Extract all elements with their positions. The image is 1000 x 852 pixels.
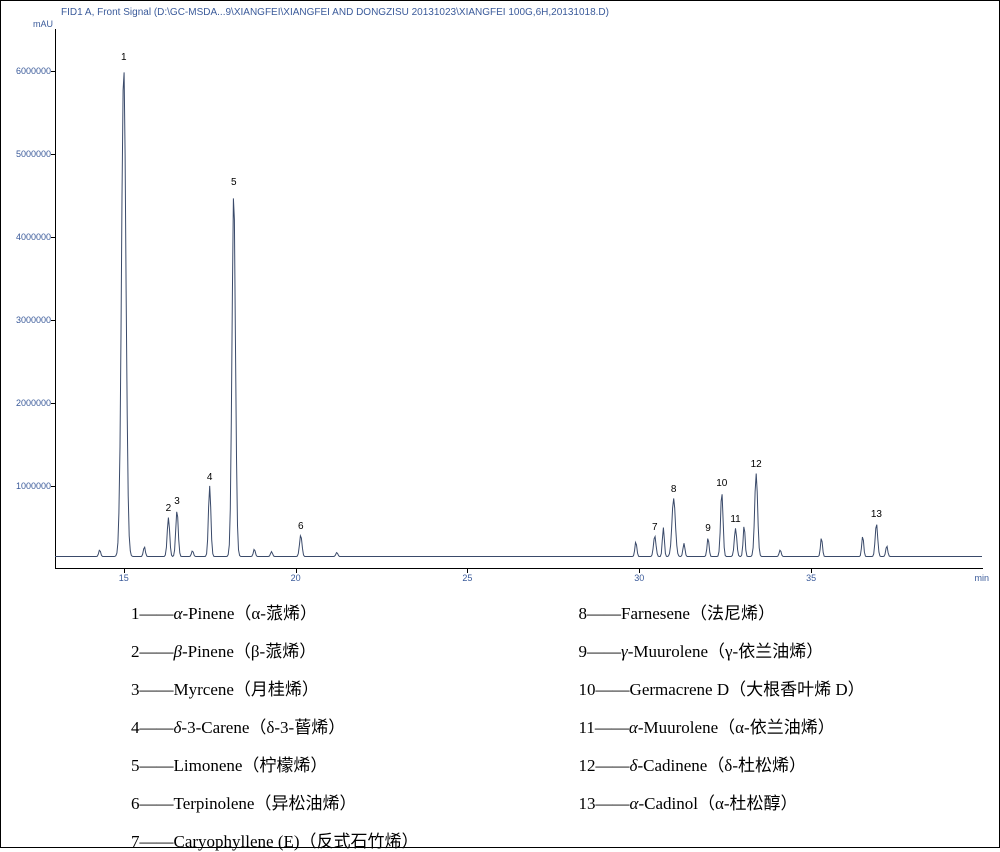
x-tick-label: 25 — [462, 573, 472, 583]
figure-container: FID1 A, Front Signal (D:\GC-MSDA...9\XIA… — [0, 0, 1000, 848]
x-tick-label: 15 — [119, 573, 129, 583]
x-tick-label: 20 — [291, 573, 301, 583]
legend-cn: （δ-3-蒈烯） — [249, 718, 345, 737]
legend-item: 13——α-Cadinol（α-杜松醇） — [579, 789, 865, 814]
legend-num: 8—— — [579, 604, 622, 623]
legend-item: 2——β-Pinene（β-蒎烯） — [131, 637, 419, 662]
legend-name: Germacrene D — [630, 680, 730, 699]
legend-num: 1—— — [131, 604, 174, 623]
legend-num: 13—— — [579, 794, 630, 813]
legend-num: 2—— — [131, 642, 174, 661]
legend-item: 7——Caryophyllene (E)（反式石竹烯） — [131, 827, 419, 852]
legend-prefix: β — [174, 642, 182, 661]
peak-label: 3 — [174, 496, 180, 507]
legend-cn: （γ-依兰油烯） — [708, 642, 823, 661]
x-tick-mark — [124, 569, 125, 573]
legend-cn: （β-蒎烯） — [234, 642, 316, 661]
legend-cn: （反式石竹烯） — [300, 832, 419, 851]
legend-num: 11—— — [579, 718, 629, 737]
legend-num: 10—— — [579, 680, 630, 699]
legend-name: -Pinene — [182, 604, 234, 623]
legend-cn: （α-蒎烯） — [234, 604, 317, 623]
y-tick-label: 2000000 — [16, 398, 51, 408]
peak-label: 13 — [871, 509, 882, 520]
legend-left-column: 1——α-Pinene（α-蒎烯） 2——β-Pinene（β-蒎烯） 3——Myr… — [131, 599, 419, 852]
peak-label: 1 — [121, 52, 127, 63]
legend-item: 9——γ-Muurolene（γ-依兰油烯） — [579, 637, 865, 662]
legend-cn: （柠檬烯） — [242, 756, 327, 775]
legend-name: -3-Carene — [181, 718, 249, 737]
y-tick-label: 4000000 — [16, 232, 51, 242]
legend-name: Terpinolene — [174, 794, 255, 813]
legend-name: -Pinene — [182, 642, 234, 661]
y-tick-mark — [51, 403, 55, 404]
peak-label: 5 — [231, 177, 237, 188]
y-tick-label: 1000000 — [16, 481, 51, 491]
legend-num: 5—— — [131, 756, 174, 775]
legend-right-column: 8——Farnesene（法尼烯）9——γ-Muurolene（γ-依兰油烯）1… — [579, 599, 865, 852]
y-tick-label: 6000000 — [16, 66, 51, 76]
peak-label: 12 — [751, 459, 762, 470]
peak-label: 8 — [671, 484, 677, 495]
peak-label: 7 — [652, 522, 658, 533]
legend-name: -Muurolene — [628, 642, 708, 661]
y-axis-label: mAU — [33, 19, 53, 29]
legend-name: -Cadinol — [638, 794, 698, 813]
compound-legend: 1——α-Pinene（α-蒎烯）2——β-Pinene（β-蒎烯）3——Myr… — [131, 599, 959, 852]
legend-name: Limonene — [174, 756, 243, 775]
y-tick-mark — [51, 486, 55, 487]
legend-cn: （法尼烯） — [690, 604, 775, 623]
x-tick-mark — [467, 569, 468, 573]
x-tick-label: 35 — [806, 573, 816, 583]
legend-num: 9—— — [579, 642, 622, 661]
legend-prefix: γ — [621, 642, 628, 661]
y-tick-mark — [51, 237, 55, 238]
legend-num: 6—— — [131, 794, 174, 813]
legend-item: 11——α-Muurolene（α-依兰油烯） — [579, 713, 865, 738]
legend-cn: （异松油烯） — [254, 794, 356, 813]
peak-label: 2 — [166, 503, 172, 514]
y-tick-label: 3000000 — [16, 315, 51, 325]
legend-cn: （月桂烯） — [234, 680, 319, 699]
legend-cn: （α-杜松醇） — [698, 794, 798, 813]
legend-cn: （大根香叶烯 D） — [729, 680, 865, 699]
y-tick-mark — [51, 320, 55, 321]
x-tick-label: 30 — [634, 573, 644, 583]
legend-name: Farnesene — [621, 604, 690, 623]
y-tick-mark — [51, 154, 55, 155]
peak-label: 9 — [705, 523, 711, 534]
chromatogram-trace — [55, 29, 983, 569]
legend-name: Caryophyllene (E) — [174, 832, 300, 851]
legend-item: 6——Terpinolene（异松油烯） — [131, 789, 419, 814]
chromatogram-plot: min 100000020000003000000400000050000006… — [55, 29, 983, 569]
legend-item: 12——δ-Cadinene（δ-杜松烯） — [579, 751, 865, 776]
y-tick-mark — [51, 71, 55, 72]
legend-name: -Cadinene — [637, 756, 707, 775]
legend-num: 12—— — [579, 756, 630, 775]
legend-cn: （δ-杜松烯） — [707, 756, 806, 775]
legend-num: 4—— — [131, 718, 174, 737]
legend-item: 1——α-Pinene（α-蒎烯） — [131, 599, 419, 624]
x-tick-mark — [296, 569, 297, 573]
peak-label: 10 — [716, 478, 727, 489]
legend-name: Myrcene — [174, 680, 234, 699]
legend-item: 4——δ-3-Carene（δ-3-蒈烯） — [131, 713, 419, 738]
y-tick-label: 5000000 — [16, 149, 51, 159]
legend-num: 7—— — [131, 832, 174, 851]
legend-prefix: α — [629, 718, 638, 737]
legend-name: -Muurolene — [638, 718, 718, 737]
legend-cn: （α-依兰油烯） — [718, 718, 835, 737]
peak-label: 11 — [730, 514, 740, 525]
chart-title: FID1 A, Front Signal (D:\GC-MSDA...9\XIA… — [61, 7, 609, 18]
peak-label: 4 — [207, 472, 213, 483]
x-tick-mark — [811, 569, 812, 573]
legend-item: 8——Farnesene（法尼烯） — [579, 599, 865, 624]
legend-item: 3——Myrcene（月桂烯） — [131, 675, 419, 700]
x-axis-unit: min — [974, 573, 989, 583]
legend-item: 10——Germacrene D（大根香叶烯 D） — [579, 675, 865, 700]
peak-label: 6 — [298, 521, 304, 532]
legend-item: 5——Limonene（柠檬烯） — [131, 751, 419, 776]
x-tick-mark — [639, 569, 640, 573]
legend-num: 3—— — [131, 680, 174, 699]
